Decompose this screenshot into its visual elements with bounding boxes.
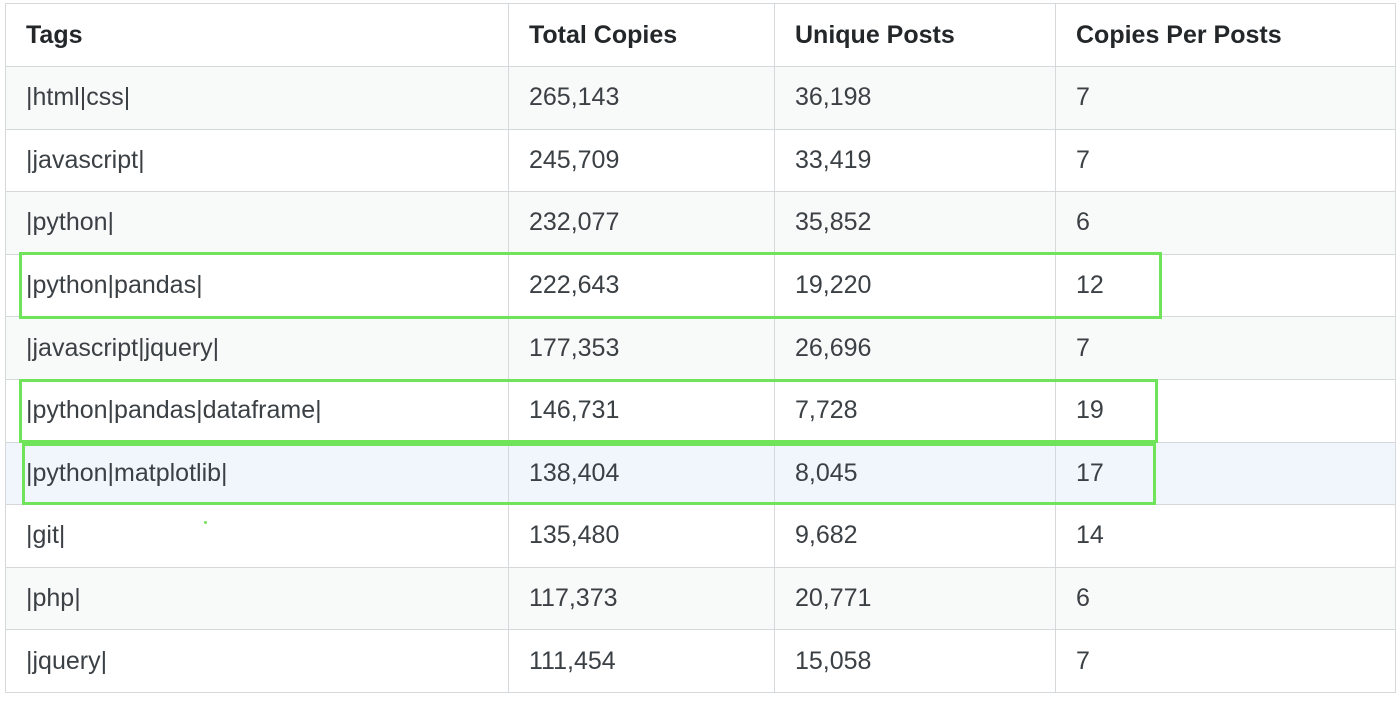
cell-unique-posts: 35,852	[774, 191, 1056, 255]
cell-copies-per-posts: 6	[1055, 566, 1396, 631]
table-row: |git| 135,480 9,682 14	[5, 504, 1396, 568]
cell-total-copies: 146,731	[508, 378, 775, 443]
cell-tags: |javascript|jquery|	[5, 316, 509, 380]
table-row: |jquery| 111,454 15,058 7	[5, 629, 1396, 693]
cell-tags: |jquery|	[5, 629, 509, 693]
cell-total-copies: 138,404	[508, 441, 775, 506]
cell-tags: |python|matplotlib|	[5, 441, 509, 506]
table-row: |javascript|jquery| 177,353 26,696 7	[5, 316, 1396, 380]
cell-total-copies: 177,353	[508, 316, 775, 380]
cell-tags: |php|	[5, 566, 509, 631]
cell-copies-per-posts: 7	[1055, 66, 1396, 130]
cell-total-copies: 232,077	[508, 191, 775, 255]
tag-copies-table: Tags Total Copies Unique Posts Copies Pe…	[5, 3, 1396, 693]
cell-copies-per-posts: 14	[1055, 504, 1396, 568]
table-header: Tags Total Copies Unique Posts Copies Pe…	[5, 3, 1396, 67]
cell-total-copies: 135,480	[508, 504, 775, 568]
cell-tags: |html|css|	[5, 66, 509, 130]
cell-unique-posts: 36,198	[774, 66, 1056, 130]
cell-tags: |python|	[5, 191, 509, 255]
cell-copies-per-posts: 7	[1055, 128, 1396, 193]
cell-unique-posts: 8,045	[774, 441, 1056, 506]
cell-total-copies: 117,373	[508, 566, 775, 631]
table-body: |html|css| 265,143 36,198 7 |javascript|…	[5, 66, 1396, 693]
table-row-hovered: |python|matplotlib| 138,404 8,045 17	[5, 441, 1396, 506]
cell-copies-per-posts: 7	[1055, 316, 1396, 380]
cell-total-copies: 111,454	[508, 629, 775, 693]
cell-unique-posts: 15,058	[774, 629, 1056, 693]
table-row: |javascript| 245,709 33,419 7	[5, 128, 1396, 193]
cell-total-copies: 222,643	[508, 253, 775, 318]
cell-tags: |python|pandas|	[5, 253, 509, 318]
cell-tags: |python|pandas|dataframe|	[5, 378, 509, 443]
header-total-copies: Total Copies	[508, 3, 775, 67]
cell-copies-per-posts: 17	[1055, 441, 1396, 506]
header-tags: Tags	[5, 3, 509, 67]
header-row: Tags Total Copies Unique Posts Copies Pe…	[5, 3, 1396, 67]
table-row: |php| 117,373 20,771 6	[5, 566, 1396, 631]
cell-unique-posts: 20,771	[774, 566, 1056, 631]
annotation-dot	[204, 521, 207, 524]
table-row: |python| 232,077 35,852 6	[5, 191, 1396, 255]
cell-unique-posts: 9,682	[774, 504, 1056, 568]
cell-tags: |javascript|	[5, 128, 509, 193]
table-row: |python|pandas| 222,643 19,220 12	[5, 253, 1396, 318]
cell-copies-per-posts: 12	[1055, 253, 1396, 318]
cell-total-copies: 245,709	[508, 128, 775, 193]
cell-unique-posts: 26,696	[774, 316, 1056, 380]
cell-total-copies: 265,143	[508, 66, 775, 130]
cell-unique-posts: 7,728	[774, 378, 1056, 443]
cell-copies-per-posts: 7	[1055, 629, 1396, 693]
header-unique-posts: Unique Posts	[774, 3, 1056, 67]
cell-tags: |git|	[5, 504, 509, 568]
cell-copies-per-posts: 6	[1055, 191, 1396, 255]
table-row: |html|css| 265,143 36,198 7	[5, 66, 1396, 130]
table-row: |python|pandas|dataframe| 146,731 7,728 …	[5, 378, 1396, 443]
tag-copies-table-container: Tags Total Copies Unique Posts Copies Pe…	[5, 3, 1396, 693]
cell-unique-posts: 33,419	[774, 128, 1056, 193]
cell-copies-per-posts: 19	[1055, 378, 1396, 443]
cell-unique-posts: 19,220	[774, 253, 1056, 318]
header-copies-per-posts: Copies Per Posts	[1055, 3, 1396, 67]
